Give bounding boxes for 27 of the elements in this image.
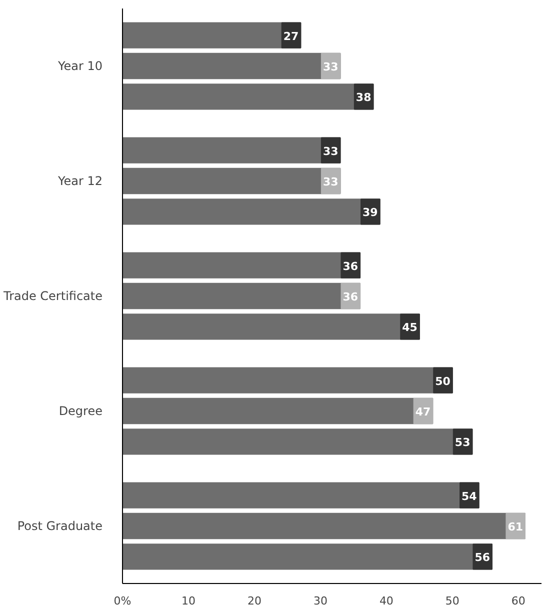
data-label: 36	[342, 260, 358, 273]
data-label: 54	[462, 490, 478, 503]
x-tick-label: 30	[313, 594, 328, 608]
data-label: 61	[508, 520, 524, 534]
x-tick-label: 20	[247, 594, 262, 608]
y-tick-label: Year 10	[57, 59, 103, 73]
y-tick-label: Trade Certificate	[2, 289, 102, 303]
x-tick-label: 60	[511, 594, 526, 608]
y-tick-label: Year 12	[57, 174, 103, 188]
data-label: 38	[356, 91, 372, 104]
data-label: 33	[322, 144, 338, 158]
data-label: 33	[322, 176, 338, 188]
data-label: 56	[474, 551, 490, 564]
data-label: 47	[415, 406, 431, 418]
data-label: 45	[402, 321, 418, 334]
data-label: 27	[283, 30, 299, 43]
x-tick-label: 0%	[114, 594, 132, 608]
x-tick-label: 50	[445, 594, 460, 608]
data-label: 36	[342, 290, 358, 304]
data-label: 39	[362, 206, 378, 220]
x-tick-label: 10	[181, 594, 196, 608]
x-tick-label: 40	[379, 594, 394, 608]
y-tick-label: Post Graduate	[17, 519, 102, 533]
data-label: 50	[435, 374, 451, 388]
data-label: 33	[322, 60, 338, 74]
data-label: 53	[454, 436, 470, 450]
y-tick-label: Degree	[58, 404, 103, 418]
